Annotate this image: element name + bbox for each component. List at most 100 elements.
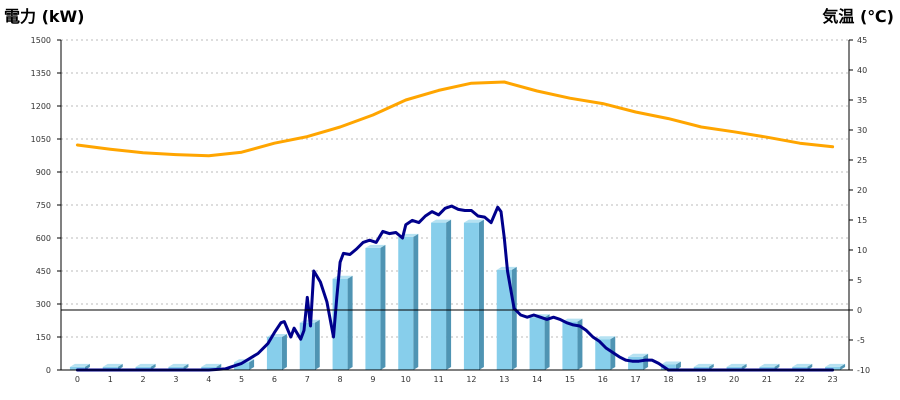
power-bar-top xyxy=(628,353,649,357)
right-tick-label: 15 xyxy=(857,216,867,225)
power-bar-top xyxy=(595,336,616,340)
power-bar-front xyxy=(69,366,85,370)
power-bar-side xyxy=(840,363,846,370)
power-bar-front xyxy=(365,247,381,370)
x-tick-label: 22 xyxy=(795,375,805,384)
x-tick-label: 15 xyxy=(565,375,575,384)
axes xyxy=(57,39,853,371)
left-tick-label: 750 xyxy=(36,201,51,210)
power-bar-side xyxy=(675,361,681,370)
power-bars xyxy=(69,219,846,370)
left-tick-label: 1500 xyxy=(31,36,51,45)
power-bar-front xyxy=(299,322,315,370)
left-tick-label: 1350 xyxy=(31,69,51,78)
x-tick-label: 9 xyxy=(370,375,375,384)
power-bar-top xyxy=(431,219,452,223)
power-bar xyxy=(431,219,452,370)
power-bar-side xyxy=(347,275,353,370)
power-bar-side xyxy=(413,233,419,370)
x-tick-label: 11 xyxy=(433,375,443,384)
left-tick-label: 150 xyxy=(36,333,51,342)
power-bar-front xyxy=(102,366,118,370)
power-bar-top xyxy=(792,363,813,367)
x-tick-label: 20 xyxy=(729,375,739,384)
right-tick-label: -10 xyxy=(857,366,870,375)
power-bar-front xyxy=(792,366,808,370)
power-bar xyxy=(365,244,386,370)
power-bar-front xyxy=(562,321,578,370)
left-axis-label: 電力 (kW) xyxy=(4,7,85,26)
power-bar-front xyxy=(529,317,545,370)
power-bar-top xyxy=(562,318,583,322)
power-bar-front xyxy=(693,366,709,370)
power-bar-front xyxy=(660,364,676,370)
x-tick-label: 4 xyxy=(206,375,211,384)
power-bar-side xyxy=(446,219,452,370)
left-tick-label: 600 xyxy=(36,234,51,243)
power-bar-top xyxy=(201,363,222,367)
power-bar-side xyxy=(478,219,484,370)
power-bar xyxy=(463,219,484,370)
x-tick-label: 6 xyxy=(272,375,277,384)
power-bar-side xyxy=(577,318,583,370)
right-tick-label: 20 xyxy=(857,186,867,195)
power-bar-top xyxy=(102,363,123,367)
power-bar-top xyxy=(168,363,189,367)
power-bar-top xyxy=(660,361,681,365)
grid xyxy=(61,39,849,338)
power-bar xyxy=(168,363,189,370)
x-tick-label: 3 xyxy=(173,375,178,384)
temperature-line xyxy=(75,80,835,158)
right-tick-label: -5 xyxy=(857,336,865,345)
power-bar-top xyxy=(135,363,156,367)
right-tick-label: 0 xyxy=(857,306,862,315)
power-bar-side xyxy=(708,363,714,370)
power-bar-top xyxy=(463,219,484,223)
left-tick-label: 300 xyxy=(36,300,51,309)
x-tick-label: 2 xyxy=(141,375,146,384)
power-bar xyxy=(660,361,681,370)
left-tick-label: 900 xyxy=(36,168,51,177)
power-bar-front xyxy=(496,269,512,370)
power-bar-side xyxy=(249,359,255,370)
power-bar xyxy=(825,363,846,370)
power-bar xyxy=(726,363,747,370)
power-bar-side xyxy=(150,363,156,370)
power-bar-top xyxy=(365,244,386,248)
power-bar-front xyxy=(628,356,644,370)
left-tick-label: 1200 xyxy=(31,102,51,111)
power-bar-front xyxy=(168,366,184,370)
power-bar xyxy=(266,334,287,370)
right-tick-label: 10 xyxy=(857,246,867,255)
power-bar-front xyxy=(726,366,742,370)
power-bar xyxy=(496,266,517,370)
power-bar-front xyxy=(825,366,841,370)
x-tick-label: 13 xyxy=(499,375,509,384)
x-tick-label: 7 xyxy=(305,375,310,384)
power-bar xyxy=(693,363,714,370)
tick-labels: 0 150 300 450 600 750 900 1050 1200 1350 1500 -10 -5… xyxy=(31,36,870,384)
x-tick-label: 5 xyxy=(239,375,244,384)
power-bar-side xyxy=(741,363,747,370)
x-tick-label: 19 xyxy=(696,375,706,384)
power-bar xyxy=(529,314,550,370)
power-bar-top xyxy=(693,363,714,367)
right-tick-label: 5 xyxy=(857,276,862,285)
right-tick-label: 35 xyxy=(857,96,867,105)
x-tick-label: 8 xyxy=(338,375,343,384)
power-bar-front xyxy=(759,366,775,370)
power-bar-side xyxy=(643,353,649,370)
right-tick-label: 40 xyxy=(857,66,867,75)
power-bar-side xyxy=(117,363,123,370)
left-tick-label: 450 xyxy=(36,267,51,276)
x-tick-label: 1 xyxy=(108,375,113,384)
power-bar-side xyxy=(807,363,813,370)
left-tick-label: 1050 xyxy=(31,135,51,144)
power-bar-front xyxy=(398,236,414,370)
data-lines xyxy=(75,80,835,372)
power-bar-front xyxy=(463,222,479,370)
x-tick-label: 23 xyxy=(827,375,837,384)
power-bar-side xyxy=(183,363,189,370)
power-bar xyxy=(102,363,123,370)
